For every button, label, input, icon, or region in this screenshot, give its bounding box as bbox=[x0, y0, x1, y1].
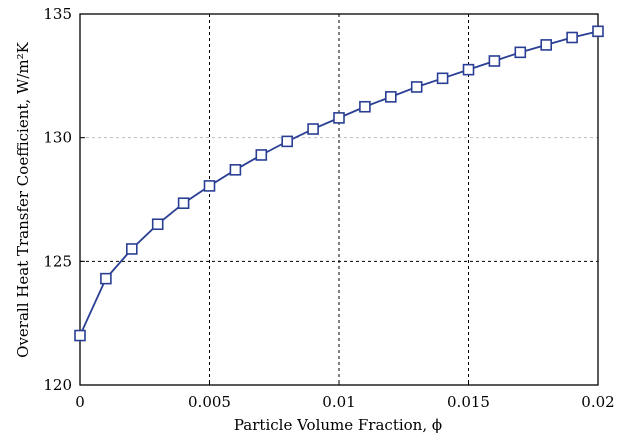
data-point-marker bbox=[100, 272, 112, 285]
x-tick-label: 0.01 bbox=[322, 393, 355, 411]
data-point-marker bbox=[592, 25, 604, 38]
data-point-marker bbox=[281, 135, 294, 148]
grid bbox=[80, 14, 598, 385]
x-tick-label: 0 bbox=[75, 393, 85, 411]
y-tick-label: 130 bbox=[43, 129, 72, 147]
data-point-marker bbox=[384, 91, 397, 103]
x-tick-label: 0.015 bbox=[447, 393, 490, 411]
y-tick-label: 135 bbox=[43, 5, 72, 23]
data-point-marker bbox=[359, 100, 371, 113]
data-point-marker bbox=[540, 39, 553, 51]
data-point-marker bbox=[410, 81, 423, 93]
data-point-marker bbox=[462, 63, 475, 76]
data-point-marker bbox=[74, 329, 86, 342]
x-axis-label: Particle Volume Fraction, ϕ bbox=[234, 416, 442, 434]
data-point-marker bbox=[566, 31, 578, 44]
x-tick-label: 0.005 bbox=[188, 393, 231, 411]
data-point-marker bbox=[488, 55, 501, 67]
data-point-marker bbox=[514, 46, 527, 59]
y-axis-label: Overall Heat Transfer Coefficient, W/m²K bbox=[14, 41, 32, 358]
data-point-marker bbox=[307, 123, 319, 135]
x-tick-label: 0.02 bbox=[581, 393, 614, 411]
y-tick-label: 125 bbox=[43, 252, 72, 270]
data-point-marker bbox=[177, 197, 190, 210]
y-tick-label: 120 bbox=[43, 376, 72, 394]
data-point-marker bbox=[255, 149, 268, 161]
axis-ticks: 0 0.005 0.01 0.015 0.02 120 125 130 135 bbox=[43, 5, 614, 411]
data-point-marker bbox=[333, 112, 345, 124]
data-point-marker bbox=[151, 218, 164, 231]
data-point-marker bbox=[229, 164, 242, 176]
data-point-marker bbox=[203, 180, 216, 192]
series-layer bbox=[74, 25, 604, 342]
data-point-marker bbox=[436, 72, 449, 85]
data-point-marker bbox=[126, 243, 138, 255]
